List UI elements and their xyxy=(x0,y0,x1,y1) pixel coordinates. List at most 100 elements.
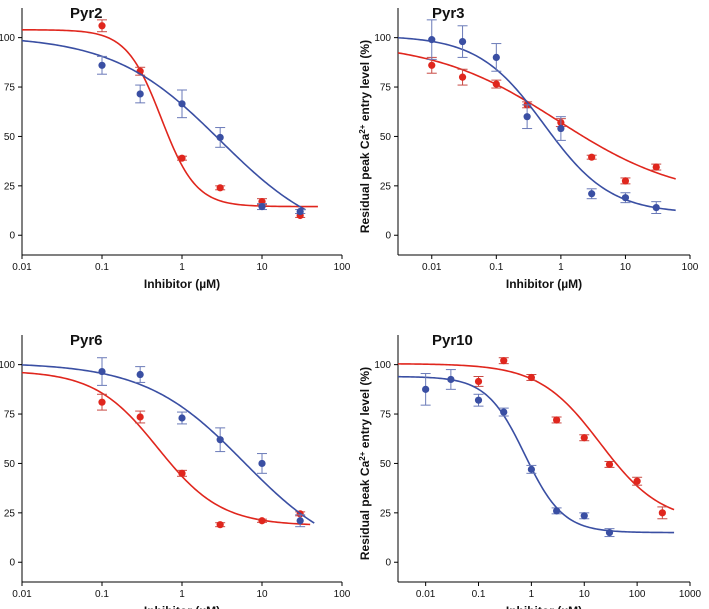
blue-data-point xyxy=(216,436,224,444)
blue-data-point xyxy=(136,90,144,98)
y-tick-label: 25 xyxy=(4,181,16,192)
red-fit-curve xyxy=(21,28,318,208)
panel-pyr3: 0 25 50 75 100 0.01 0.1 1 10 100 Pyr3 Inhibitor (µM… xyxy=(358,5,699,291)
red-data-point xyxy=(605,460,614,469)
blue-data-point xyxy=(447,375,455,384)
y-tick-label: 75 xyxy=(4,83,16,94)
y-tick-label: 50 xyxy=(380,132,392,143)
blue-data-point xyxy=(474,396,483,404)
blue-data-point xyxy=(458,37,467,46)
red-data-point xyxy=(500,357,508,365)
red-data-point xyxy=(216,184,224,192)
blue-data-point xyxy=(98,61,106,69)
y-tick-label: 50 xyxy=(4,459,16,470)
y-tick-label: 75 xyxy=(380,83,392,94)
y-tick-label: 25 xyxy=(380,508,392,519)
red-data-point xyxy=(98,398,106,406)
x-tick-label: 0.1 xyxy=(489,262,503,273)
y-tick-label: 0 xyxy=(385,558,391,569)
y-tick-label: 50 xyxy=(380,459,392,470)
y-tick-label: 25 xyxy=(4,508,16,519)
y-tick-label: 100 xyxy=(374,360,391,371)
red-data-point xyxy=(492,80,500,88)
red-data-point xyxy=(428,61,436,69)
blue-fit-curve xyxy=(397,375,675,534)
blue-data-point xyxy=(178,100,186,108)
blue-data-point xyxy=(523,113,531,121)
blue-data-point xyxy=(136,370,144,379)
blue-data-point xyxy=(296,517,304,525)
blue-data-point xyxy=(500,408,508,416)
blue-data-point xyxy=(98,367,106,376)
blue-data-point xyxy=(527,465,535,473)
y-tick-label: 0 xyxy=(9,231,15,242)
panel-title: Pyr3 xyxy=(432,5,465,22)
red-data-point xyxy=(652,163,660,171)
x-tick-label: 0.1 xyxy=(95,262,109,273)
red-data-point xyxy=(216,521,224,529)
y-tick-label: 0 xyxy=(385,231,391,242)
red-data-point xyxy=(527,373,535,382)
red-data-point xyxy=(98,22,106,30)
x-tick-label: 1 xyxy=(179,589,185,600)
x-tick-label: 1 xyxy=(529,589,535,600)
y-tick-label: 50 xyxy=(4,132,16,143)
blue-data-point xyxy=(605,529,614,537)
y-tick-label: 25 xyxy=(380,181,392,192)
x-tick-label: 100 xyxy=(682,262,699,273)
x-tick-label: 0.1 xyxy=(95,589,109,600)
red-data-point xyxy=(474,377,483,386)
red-data-point xyxy=(580,434,588,442)
x-tick-label: 0.01 xyxy=(12,589,32,600)
x-tick-label: 0.01 xyxy=(422,262,442,273)
x-axis-label: Inhibitor (µM) xyxy=(506,604,582,609)
blue-data-point xyxy=(178,414,186,422)
blue-data-point xyxy=(553,507,561,515)
blue-data-point xyxy=(557,124,565,133)
x-tick-label: 1 xyxy=(179,262,185,273)
blue-data-point xyxy=(258,459,266,468)
red-data-point xyxy=(258,517,266,525)
blue-fit-curve xyxy=(397,36,676,212)
red-data-point xyxy=(178,469,186,477)
blue-fit-curve xyxy=(21,39,306,211)
x-tick-label: 100 xyxy=(629,589,646,600)
blue-data-point xyxy=(580,512,588,520)
panel-title: Pyr2 xyxy=(70,5,103,22)
blue-data-point xyxy=(296,207,304,216)
x-tick-label: 1 xyxy=(558,262,564,273)
red-data-point xyxy=(658,509,666,517)
y-axis-label: Residual peak Ca2+ entry level (%) xyxy=(358,40,372,233)
x-tick-label: 10 xyxy=(256,262,268,273)
x-axis-label: Inhibitor (µM) xyxy=(144,277,220,291)
blue-data-point xyxy=(428,36,436,44)
x-tick-label: 10 xyxy=(256,589,268,600)
x-axis-label: Inhibitor (µM) xyxy=(144,604,220,609)
x-tick-label: 100 xyxy=(334,589,351,600)
y-tick-label: 100 xyxy=(0,33,15,44)
y-axis-label: Residual peak Ca2+ entry level (%) xyxy=(358,367,372,560)
panel-title: Pyr10 xyxy=(432,332,473,349)
red-data-point xyxy=(458,73,467,81)
x-tick-label: 0.1 xyxy=(472,589,486,600)
y-tick-label: 0 xyxy=(9,558,15,569)
panel-pyr6: 0 25 50 75 100 0.01 0.1 1 10 100 Pyr6 Inhibitor (µM… xyxy=(0,332,351,609)
blue-data-point xyxy=(652,203,660,212)
x-tick-label: 10 xyxy=(620,262,632,273)
red-data-point xyxy=(136,413,144,421)
x-axis-label: Inhibitor (µM) xyxy=(506,277,582,291)
y-tick-label: 100 xyxy=(374,33,391,44)
blue-fit-curve xyxy=(21,364,315,524)
red-fit-curve xyxy=(397,363,675,511)
red-data-point xyxy=(621,177,630,185)
red-data-point xyxy=(178,154,186,162)
blue-data-point xyxy=(258,202,266,211)
y-tick-label: 100 xyxy=(0,360,15,371)
blue-data-point xyxy=(621,194,630,202)
red-data-point xyxy=(633,477,641,485)
x-tick-label: 0.01 xyxy=(416,589,436,600)
x-tick-label: 0.01 xyxy=(12,262,32,273)
x-tick-label: 100 xyxy=(334,262,351,273)
red-fit-curve xyxy=(21,371,311,526)
